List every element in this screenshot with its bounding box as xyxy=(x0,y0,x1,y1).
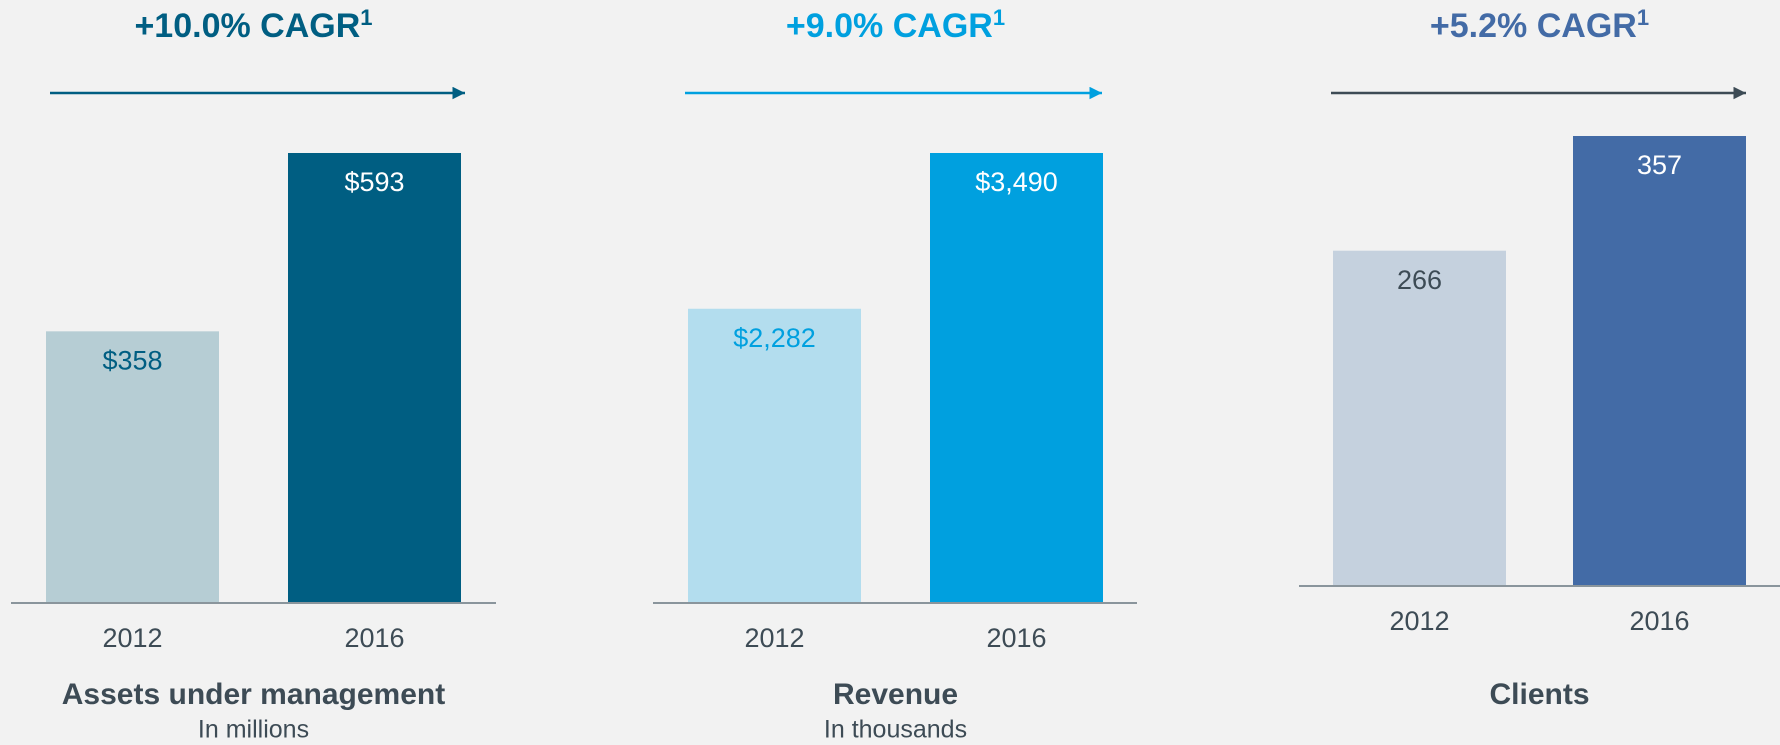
value-label: 266 xyxy=(1397,265,1442,295)
bar xyxy=(46,331,219,603)
x-axis-label: Revenue xyxy=(833,678,958,711)
title-text: +10.0% CAGR xyxy=(134,7,360,45)
value-label: $3,490 xyxy=(975,167,1058,197)
bar xyxy=(930,153,1103,603)
category-label: 2012 xyxy=(1389,606,1449,636)
title-footnote: 1 xyxy=(993,5,1005,30)
value-label: $358 xyxy=(102,345,162,375)
bar xyxy=(1333,250,1506,587)
category-label: 2016 xyxy=(1629,606,1689,636)
category-label: 2016 xyxy=(344,623,404,653)
x-axis-label: Clients xyxy=(1489,678,1589,711)
bar xyxy=(688,308,861,603)
x-axis-note: In millions xyxy=(198,716,309,744)
chart-title: +10.0% CAGR1 xyxy=(134,5,372,45)
title-text: +5.2% CAGR xyxy=(1430,7,1637,45)
value-label: 357 xyxy=(1637,150,1682,180)
bar xyxy=(288,153,461,603)
chart-title: +5.2% CAGR1 xyxy=(1430,5,1649,45)
bar xyxy=(1573,136,1746,586)
title-footnote: 1 xyxy=(360,5,372,30)
value-label: $593 xyxy=(344,167,404,197)
category-label: 2012 xyxy=(744,623,804,653)
title-footnote: 1 xyxy=(1637,5,1649,30)
value-label: $2,282 xyxy=(733,323,816,353)
title-text: +9.0% CAGR xyxy=(786,7,993,45)
category-label: 2016 xyxy=(986,623,1046,653)
x-axis-label: Assets under management xyxy=(62,678,445,711)
x-axis-note: In thousands xyxy=(824,716,967,744)
chart-title: +9.0% CAGR1 xyxy=(786,5,1005,45)
category-label: 2012 xyxy=(102,623,162,653)
